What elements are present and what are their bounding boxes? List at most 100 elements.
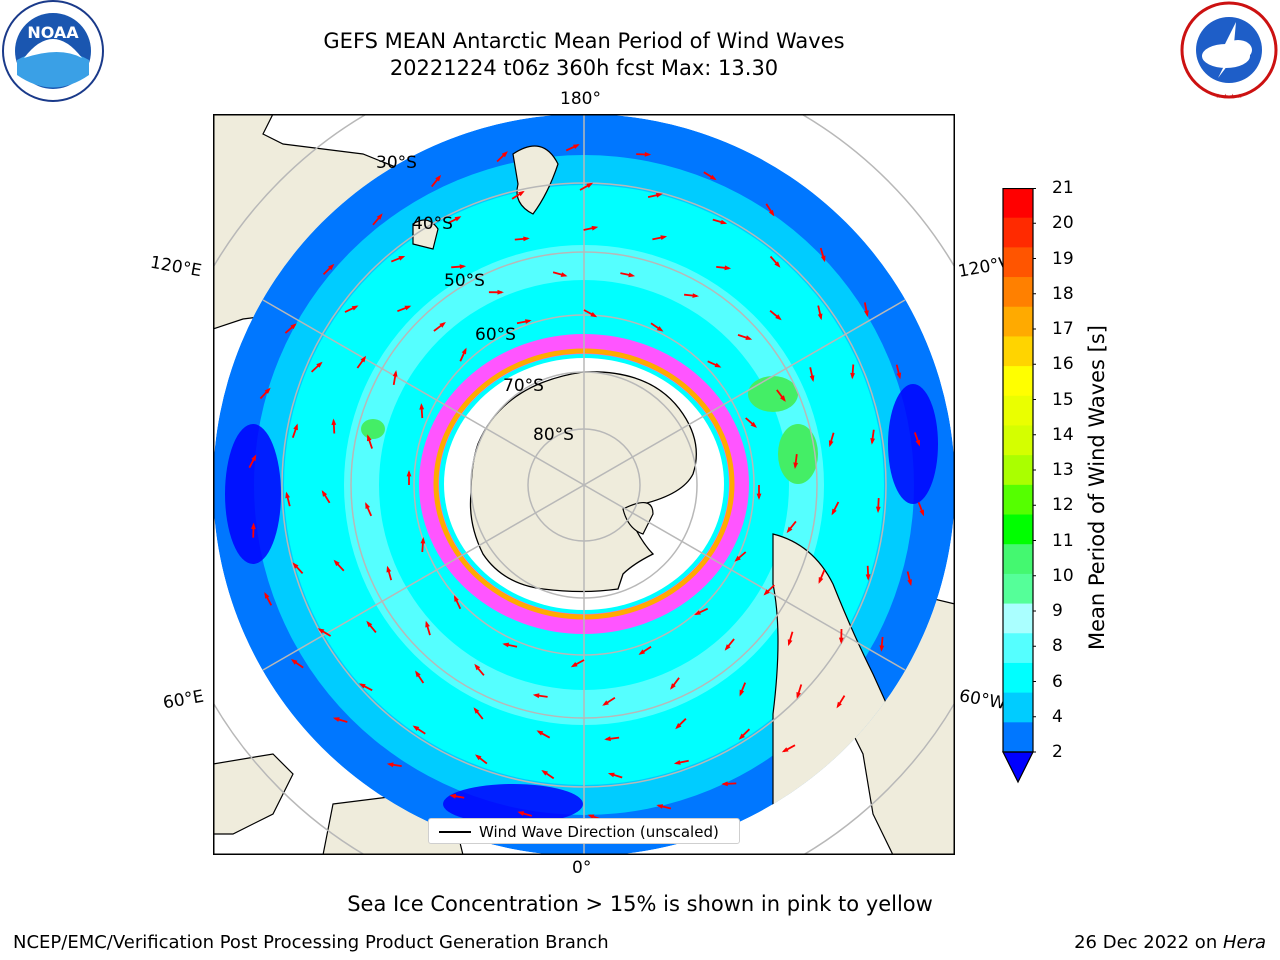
- wave-arrow-head: [734, 555, 741, 562]
- wind-wave-direction-arrows: [248, 144, 925, 821]
- wave-arrow-head: [670, 683, 676, 690]
- wave-arrow-head: [587, 814, 595, 819]
- lat-label-50s: 50°S: [444, 271, 485, 291]
- lat-label-60s: 60°S: [475, 325, 516, 345]
- wave-arrow-head: [398, 256, 406, 261]
- wave-arrow-head: [454, 216, 462, 222]
- wave-arrow-head: [502, 642, 510, 648]
- wave-arrow-head: [818, 577, 824, 584]
- legend-text: Wind Wave Direction (unscaled): [479, 823, 719, 841]
- wave-arrow-head: [419, 403, 425, 410]
- wave-arrow-head: [721, 781, 728, 787]
- wave-arrow-head: [333, 559, 340, 567]
- wave-arrow-head: [264, 387, 271, 394]
- colorbar-tick-label: 15: [1052, 389, 1074, 410]
- lon-label-60e: 60°E: [161, 686, 206, 714]
- wave-arrow-head: [745, 335, 753, 340]
- wave-arrow-head: [331, 418, 337, 425]
- wave-arrow-head: [607, 772, 615, 778]
- wave-arrow-head: [896, 372, 902, 380]
- colorbar-segment: [1003, 662, 1033, 694]
- wave-arrow-head: [573, 144, 580, 149]
- colorbar-tick-label: 20: [1052, 213, 1074, 234]
- colorbar-segment: [1003, 188, 1033, 219]
- colorbar-tick-label: 17: [1052, 319, 1074, 339]
- wave-arrow-head: [474, 663, 481, 671]
- colorbar-tick-label: 4: [1052, 706, 1063, 727]
- wave-arrow-head: [864, 310, 869, 318]
- colorbar-tick-label: 8: [1052, 636, 1063, 657]
- wave-arrow-head: [870, 438, 875, 445]
- wave-arrow-head: [602, 700, 609, 706]
- map-frame: [213, 114, 955, 855]
- wave-arrow-head: [781, 747, 789, 753]
- lon-label-0: 0°: [572, 858, 592, 878]
- chart-subtitle: 20221224 t06z 360h fcst Max: 13.30: [389, 56, 779, 80]
- wave-arrow-head: [376, 213, 383, 220]
- wave-arrow-head: [656, 804, 664, 809]
- wave-arrow-head: [638, 649, 646, 655]
- wave-arrow-head: [775, 314, 782, 321]
- colorbar-tick-label: 16: [1052, 354, 1074, 375]
- wave-arrow-head: [525, 319, 532, 324]
- legend-line-sample: [439, 831, 471, 833]
- wave-arrow-head: [724, 644, 731, 651]
- colorbar-segment: [1003, 366, 1033, 397]
- colorbar-segment: [1003, 306, 1033, 337]
- colorbar-tick-label: 18: [1052, 283, 1074, 304]
- wave-arrow-head: [404, 305, 412, 311]
- wave-arrow-head: [793, 462, 799, 469]
- map-legend: Wind Wave Direction (unscaled): [428, 818, 740, 844]
- wave-arrow-head: [386, 565, 392, 573]
- wave-arrow-head: [536, 730, 544, 736]
- wave-arrow-head: [720, 219, 728, 225]
- wave-arrow-head: [475, 754, 482, 761]
- wave-arrow-head: [919, 509, 924, 517]
- wave-arrow-head: [517, 811, 525, 816]
- wave-arrow-head: [915, 439, 920, 447]
- wave-arrow-head: [739, 689, 745, 697]
- wave-arrow-head: [518, 190, 525, 197]
- colorbar-segment: [1003, 544, 1033, 575]
- colorbar-label: Mean Period of Wind Waves [s]: [1085, 325, 1109, 650]
- colorbar-tick-label: 19: [1052, 248, 1074, 269]
- wave-arrow-head: [590, 312, 598, 318]
- wave-arrow-head: [290, 659, 298, 665]
- polar-map: [213, 114, 955, 855]
- wave-arrow-head: [366, 620, 373, 628]
- wave-arrow-head: [763, 589, 770, 596]
- wave-arrow-head: [714, 362, 722, 368]
- colorbar-segment: [1003, 277, 1033, 308]
- colorbar-extend-triangle: [1002, 751, 1034, 784]
- wave-arrow-head: [709, 174, 717, 181]
- nws-logo: ★ ★ ★ ★: [1180, 1, 1278, 100]
- wave-arrow-head: [774, 261, 781, 268]
- wave-arrow-head: [831, 508, 837, 516]
- wave-arrow-head: [692, 293, 699, 298]
- wave-arrow-head: [461, 347, 467, 355]
- lon-label-120e: 120°E: [148, 252, 204, 282]
- lat-label-80s: 80°S: [533, 425, 574, 445]
- wave-arrow-head: [756, 493, 762, 500]
- wave-arrow-head: [628, 272, 636, 278]
- colorbar-tick-label: 13: [1052, 460, 1074, 480]
- wave-arrow-head: [907, 579, 912, 587]
- svg-text:★ ★ ★ ★: ★ ★ ★ ★: [1215, 93, 1242, 100]
- wave-arrow-head: [875, 506, 881, 514]
- wave-arrow-head: [290, 323, 297, 330]
- wave-arrow-head: [285, 491, 290, 499]
- lat-label-30s: 30°S: [376, 153, 417, 173]
- wave-arrow-head: [365, 502, 370, 509]
- wave-arrow-head: [879, 645, 885, 652]
- colorbar-tick-label: 21: [1052, 178, 1074, 198]
- dark-ocean-patches: [225, 384, 938, 824]
- wave-arrow-head: [786, 526, 793, 534]
- wave-arrow-head: [351, 305, 359, 311]
- wave-arrow-head: [386, 762, 394, 768]
- green-patches: [361, 376, 818, 484]
- footer-left: NCEP/EMC/Verification Post Processing Pr…: [13, 932, 609, 953]
- wave-arrow-head: [591, 225, 599, 231]
- wave-arrow-head: [780, 395, 786, 402]
- wave-arrow-head: [264, 592, 270, 599]
- wave-arrow-head: [358, 683, 366, 689]
